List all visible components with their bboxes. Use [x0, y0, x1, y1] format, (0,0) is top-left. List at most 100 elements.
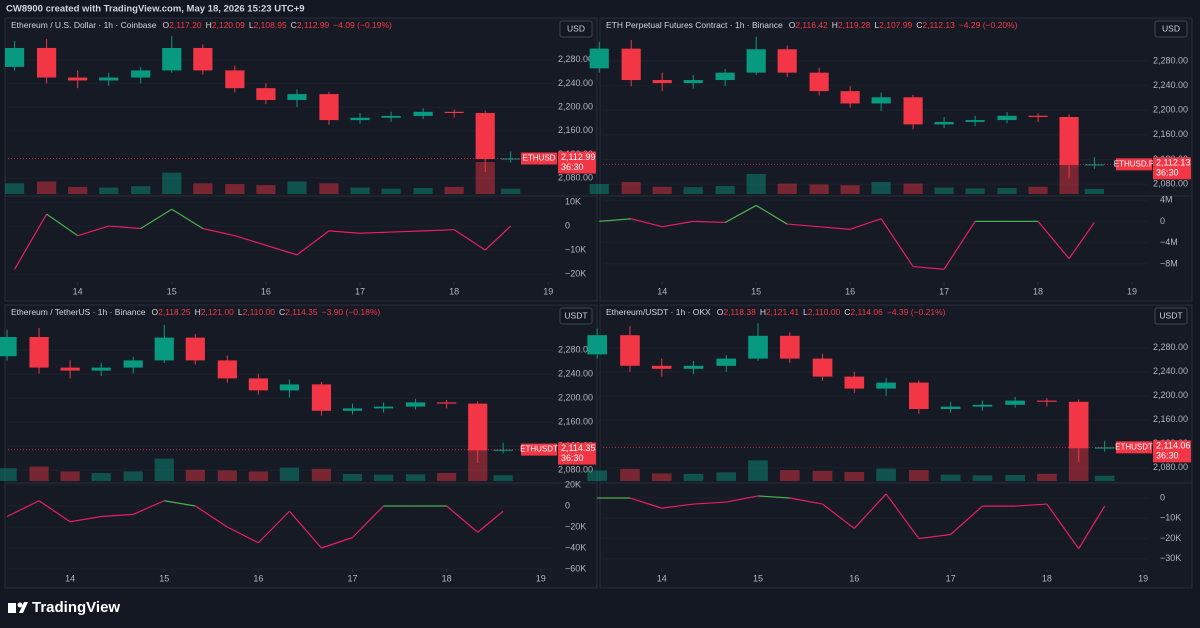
x-tick-label: 14 [73, 286, 83, 296]
panel-background [4, 17, 598, 302]
candle-body [748, 335, 768, 359]
x-tick-label: 15 [159, 573, 169, 583]
candle-body [60, 367, 80, 371]
volume-bar [68, 186, 88, 194]
chart-title: Ethereum/USDT · 1h · OKX [606, 307, 711, 317]
chart-panel: 2,280.002,240.002,200.002,160.002,120.00… [0, 304, 598, 589]
indicator-segment [1078, 505, 1106, 550]
volume-bar [965, 188, 985, 194]
ohlc-name: C [279, 307, 285, 317]
countdown: 36:30 [561, 162, 584, 172]
indicator-segment [1037, 221, 1070, 259]
volume-bar [809, 184, 829, 194]
volume-bar [248, 471, 268, 481]
chart-legend: ETH Perpetual Futures Contract · 1h · Bi… [606, 20, 1018, 30]
y-tick-label: 2,200.00 [558, 101, 593, 111]
ohlc-value: 2,120.09 [212, 20, 245, 30]
indicator-segment [164, 500, 196, 507]
candle-body [279, 384, 300, 391]
candle-body [1037, 400, 1057, 402]
ohlc-value: 2,112.99 [297, 20, 330, 30]
volume-bar [225, 184, 245, 194]
volume-bar [91, 473, 111, 481]
candle-body [437, 402, 457, 404]
x-tick-label: 18 [1033, 286, 1043, 296]
ohlc-value: 2,110.00 [243, 307, 276, 317]
volume-bar [812, 470, 833, 481]
y-tick-label: 2,240.00 [558, 78, 593, 88]
indicator-segment [328, 230, 361, 234]
candle-body [36, 47, 57, 78]
candle-body [909, 382, 929, 409]
candle-body [1005, 400, 1025, 405]
volume-bar [840, 185, 860, 194]
indicator-segment [913, 265, 945, 270]
last-price-box [1153, 157, 1191, 180]
countdown: 36:30 [561, 453, 584, 463]
candle-body [746, 49, 766, 73]
candle-body [934, 121, 954, 125]
candle-body [1084, 164, 1105, 166]
indicator-segment [822, 503, 855, 529]
indicator-segment [631, 218, 663, 228]
candle-body [501, 158, 521, 160]
indicator-segment [484, 225, 512, 251]
y-tick-label: 2,200.00 [1153, 390, 1188, 400]
candle-body [876, 382, 896, 389]
volume-bar [123, 471, 143, 481]
chart-legend: Ethereum / TetherUS · 1h · Binance O2,118… [11, 307, 380, 317]
volume-bar [683, 473, 704, 481]
indicator-segment [234, 235, 267, 246]
candle-body [871, 97, 891, 104]
candle-body [997, 115, 1017, 121]
x-tick-label: 16 [261, 286, 271, 296]
candle-body [468, 403, 488, 451]
ohlc-name: H [206, 20, 212, 30]
indicator-segment [423, 229, 455, 232]
candle-body [620, 335, 640, 366]
ohlc-value: 2,117.20 [169, 20, 202, 30]
volume-bar [217, 470, 237, 481]
y-tick-label: 2,160.00 [1153, 414, 1188, 424]
symbol-tag-box [521, 443, 557, 456]
chart-legend: Ethereum/USDT · 1h · OKX O2,118.38 H2,121.… [606, 307, 946, 317]
candle-body [903, 97, 923, 125]
candle-body [29, 337, 49, 368]
symbol-tag: ETHUSD [523, 154, 556, 163]
candle-body [193, 47, 213, 71]
volume-bar [185, 469, 205, 481]
ohlc-value: 2,121.41 [766, 307, 799, 317]
candle-body [1094, 447, 1115, 449]
candle-body [812, 358, 833, 377]
y-tick-label: 2,280.00 [1153, 55, 1188, 65]
indicator-segment [227, 526, 259, 544]
change-label: −3.90 (−0.18%) [322, 307, 381, 317]
volume-bar [871, 182, 891, 194]
ohlc-value: 2,118.38 [723, 307, 756, 317]
indicator-segment [693, 220, 726, 224]
indicator-segment [140, 208, 173, 229]
volume-bar [0, 468, 17, 481]
currency-button [1154, 307, 1188, 325]
currency-label: USDT [564, 310, 587, 320]
indicator-segment [1046, 503, 1080, 550]
candle-body [99, 77, 119, 81]
candle-body [225, 70, 245, 89]
indicator-segment [257, 510, 290, 544]
chart-title: Ethereum / TetherUS · 1h · Binance [11, 307, 146, 317]
chart-title: ETH Perpetual Futures Contract · 1h · Bi… [606, 20, 783, 30]
candle-body [91, 367, 111, 371]
x-tick-label: 17 [355, 286, 365, 296]
y-tick-label: 2,080.00 [558, 172, 593, 182]
y-tick-label: 2,240.00 [1153, 366, 1188, 376]
indicator-segment [108, 225, 141, 230]
y2-tick-label: 0 [1160, 492, 1165, 502]
ohlc-value: 2,108.95 [254, 20, 287, 30]
volume-bar [279, 467, 300, 481]
candle-body [405, 402, 426, 407]
x-tick-label: 18 [449, 286, 459, 296]
currency-label: USD [1162, 23, 1180, 33]
chart-panel: 2,280.002,240.002,200.002,160.002,120.00… [4, 17, 598, 302]
currency-label: USDT [1159, 310, 1182, 320]
